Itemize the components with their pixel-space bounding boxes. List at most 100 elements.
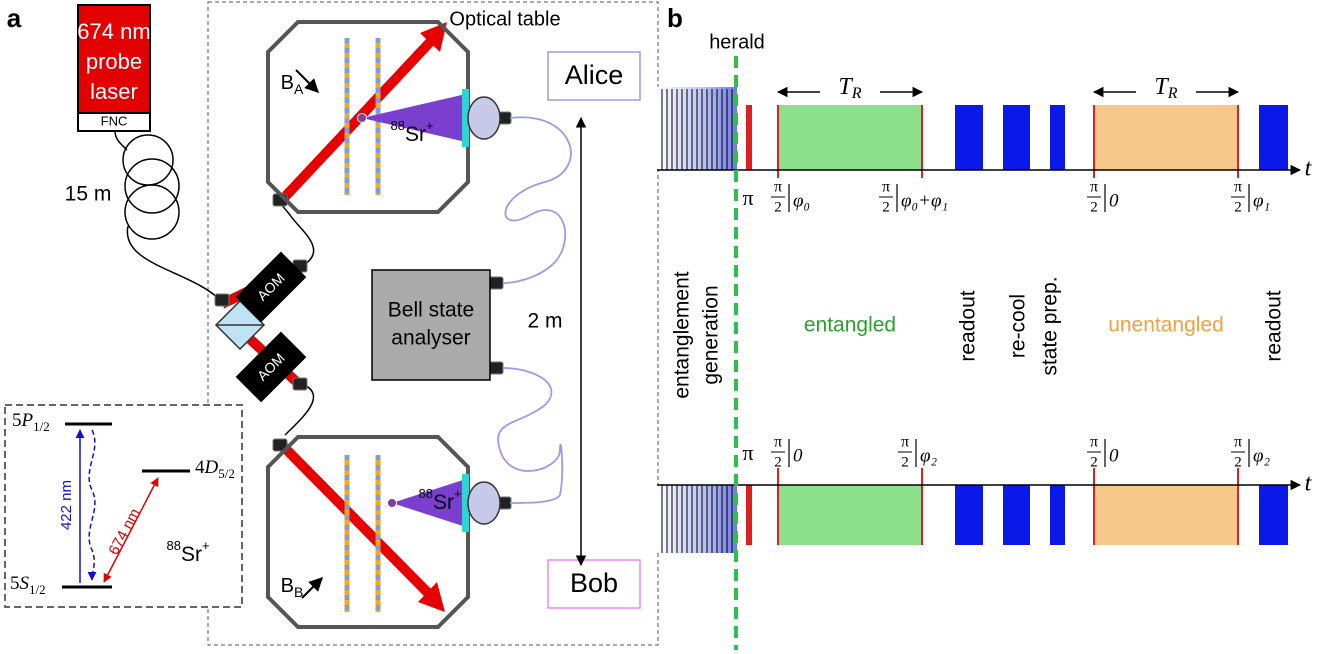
stage-label: readout [1263, 290, 1286, 361]
analyser-label: Bell state [388, 299, 474, 322]
text-part: R [1167, 85, 1178, 102]
pulse-angle: 2 [774, 454, 782, 470]
pulse-angle: 2 [901, 454, 909, 470]
text-part: P [21, 410, 34, 431]
pulse-phase: φ₀ [793, 190, 810, 211]
pulse-phase: 0 [1109, 445, 1119, 466]
field-label: BA [281, 72, 304, 96]
laser-label: laser [90, 79, 138, 104]
laser-pulse [955, 105, 983, 170]
text-part: A [294, 81, 304, 97]
stage-label: unentangled [1108, 314, 1224, 337]
fiber-coupler [489, 277, 503, 289]
fiber-loop [125, 159, 179, 213]
laser-pulse [1050, 485, 1065, 545]
herald-label: herald [709, 31, 765, 53]
laser-beam [282, 445, 430, 595]
text-part: 4 [195, 457, 205, 478]
text-part: 88 [166, 538, 180, 553]
pulse-angle: 2 [1090, 454, 1098, 470]
pulse-label: π [742, 185, 753, 210]
pulse-phase: 0 [1109, 190, 1119, 211]
text-part: 1/2 [33, 419, 50, 434]
pulse-phase: φ₁ [1253, 190, 1270, 211]
text-part: D [204, 457, 219, 478]
pi-pulse [746, 485, 752, 545]
pulse-angle: 2 [1234, 199, 1242, 215]
pulse-angle: π [1234, 179, 1242, 196]
ion [358, 114, 367, 123]
stage-label: entangled [804, 314, 896, 337]
panel-label: a [7, 3, 22, 33]
pulse-angle: π [1090, 434, 1098, 451]
stage-label: re-cool [1007, 294, 1030, 358]
laser-pulse [1259, 105, 1288, 170]
pulse-phase: 0 [793, 445, 803, 466]
lens [468, 482, 500, 524]
fiber [280, 200, 314, 435]
text-part: S [20, 573, 30, 594]
stage-label: state prep. [1039, 276, 1062, 375]
ramsey-entangled [778, 105, 922, 170]
pulse-phase: φ₀+φ₁ [901, 190, 948, 211]
laser-pulse [1003, 105, 1030, 170]
text-part: 88 [390, 118, 404, 133]
laser-label: probe [86, 49, 142, 74]
laser-label: 674 nm [77, 19, 150, 44]
bell-state-analyser [372, 270, 490, 380]
pulse-angle: 2 [882, 199, 890, 215]
text-part: 5 [12, 410, 22, 431]
analyser-label: analyser [391, 327, 470, 350]
text-part: Sr [405, 123, 426, 146]
transition-label: 422 nm [58, 480, 75, 530]
field-arrow [302, 578, 322, 598]
fiber-length: 15 m [65, 183, 112, 206]
ion [388, 499, 397, 508]
period-label: TR [838, 74, 861, 102]
text-part: Sr [433, 491, 454, 514]
pulse-angle: 2 [1090, 199, 1098, 215]
pulse-label: π [742, 440, 753, 465]
fiber-coupler [489, 362, 503, 374]
text-part: 5/2 [218, 466, 235, 481]
pulse-angle: 2 [774, 199, 782, 215]
stage-label: generation [700, 285, 723, 384]
fiber [498, 368, 562, 503]
figure: aOptical table674 nmprobelaserFNC15 mAOM… [0, 0, 1341, 654]
node-label: Alice [565, 60, 624, 90]
text-part: + [454, 486, 462, 501]
pulse-phase: φ₂ [920, 445, 938, 466]
time-axis-label: t [1305, 471, 1313, 497]
text-part: B [281, 575, 294, 597]
text-part: + [426, 118, 434, 133]
fiber-coupler [293, 378, 307, 390]
fnc-label: FNC [101, 113, 128, 128]
laser-pulse [1050, 105, 1065, 170]
ramsey-unentangled [1094, 485, 1238, 545]
stage-label: readout [957, 290, 980, 361]
pulse-angle: 2 [1234, 454, 1242, 470]
pulse-angle: π [1234, 434, 1242, 451]
ramsey-unentangled [1094, 105, 1238, 170]
ramsey-entangled [778, 485, 922, 545]
field-label: BB [281, 575, 304, 599]
text-part: B [281, 72, 294, 94]
panel-label: b [667, 3, 683, 33]
node-label: Bob [570, 568, 618, 598]
pulse-angle: π [901, 434, 909, 451]
text-part: + [202, 538, 210, 553]
pulse-angle: π [774, 179, 782, 196]
pulse-phase: φ₂ [1253, 445, 1271, 466]
text-part: 1/2 [29, 582, 46, 597]
fiber [115, 131, 220, 300]
text-part: Sr [181, 543, 202, 566]
pi-pulse [746, 105, 752, 170]
distance-label: 2 m [527, 310, 562, 333]
laser-pulse [1259, 485, 1288, 545]
text-part: R [851, 85, 862, 102]
laser-pulse [1003, 485, 1030, 545]
pulse-angle: π [882, 179, 890, 196]
time-axis-label: t [1305, 156, 1313, 182]
fiber-loop [125, 185, 179, 239]
fiber [503, 117, 571, 283]
